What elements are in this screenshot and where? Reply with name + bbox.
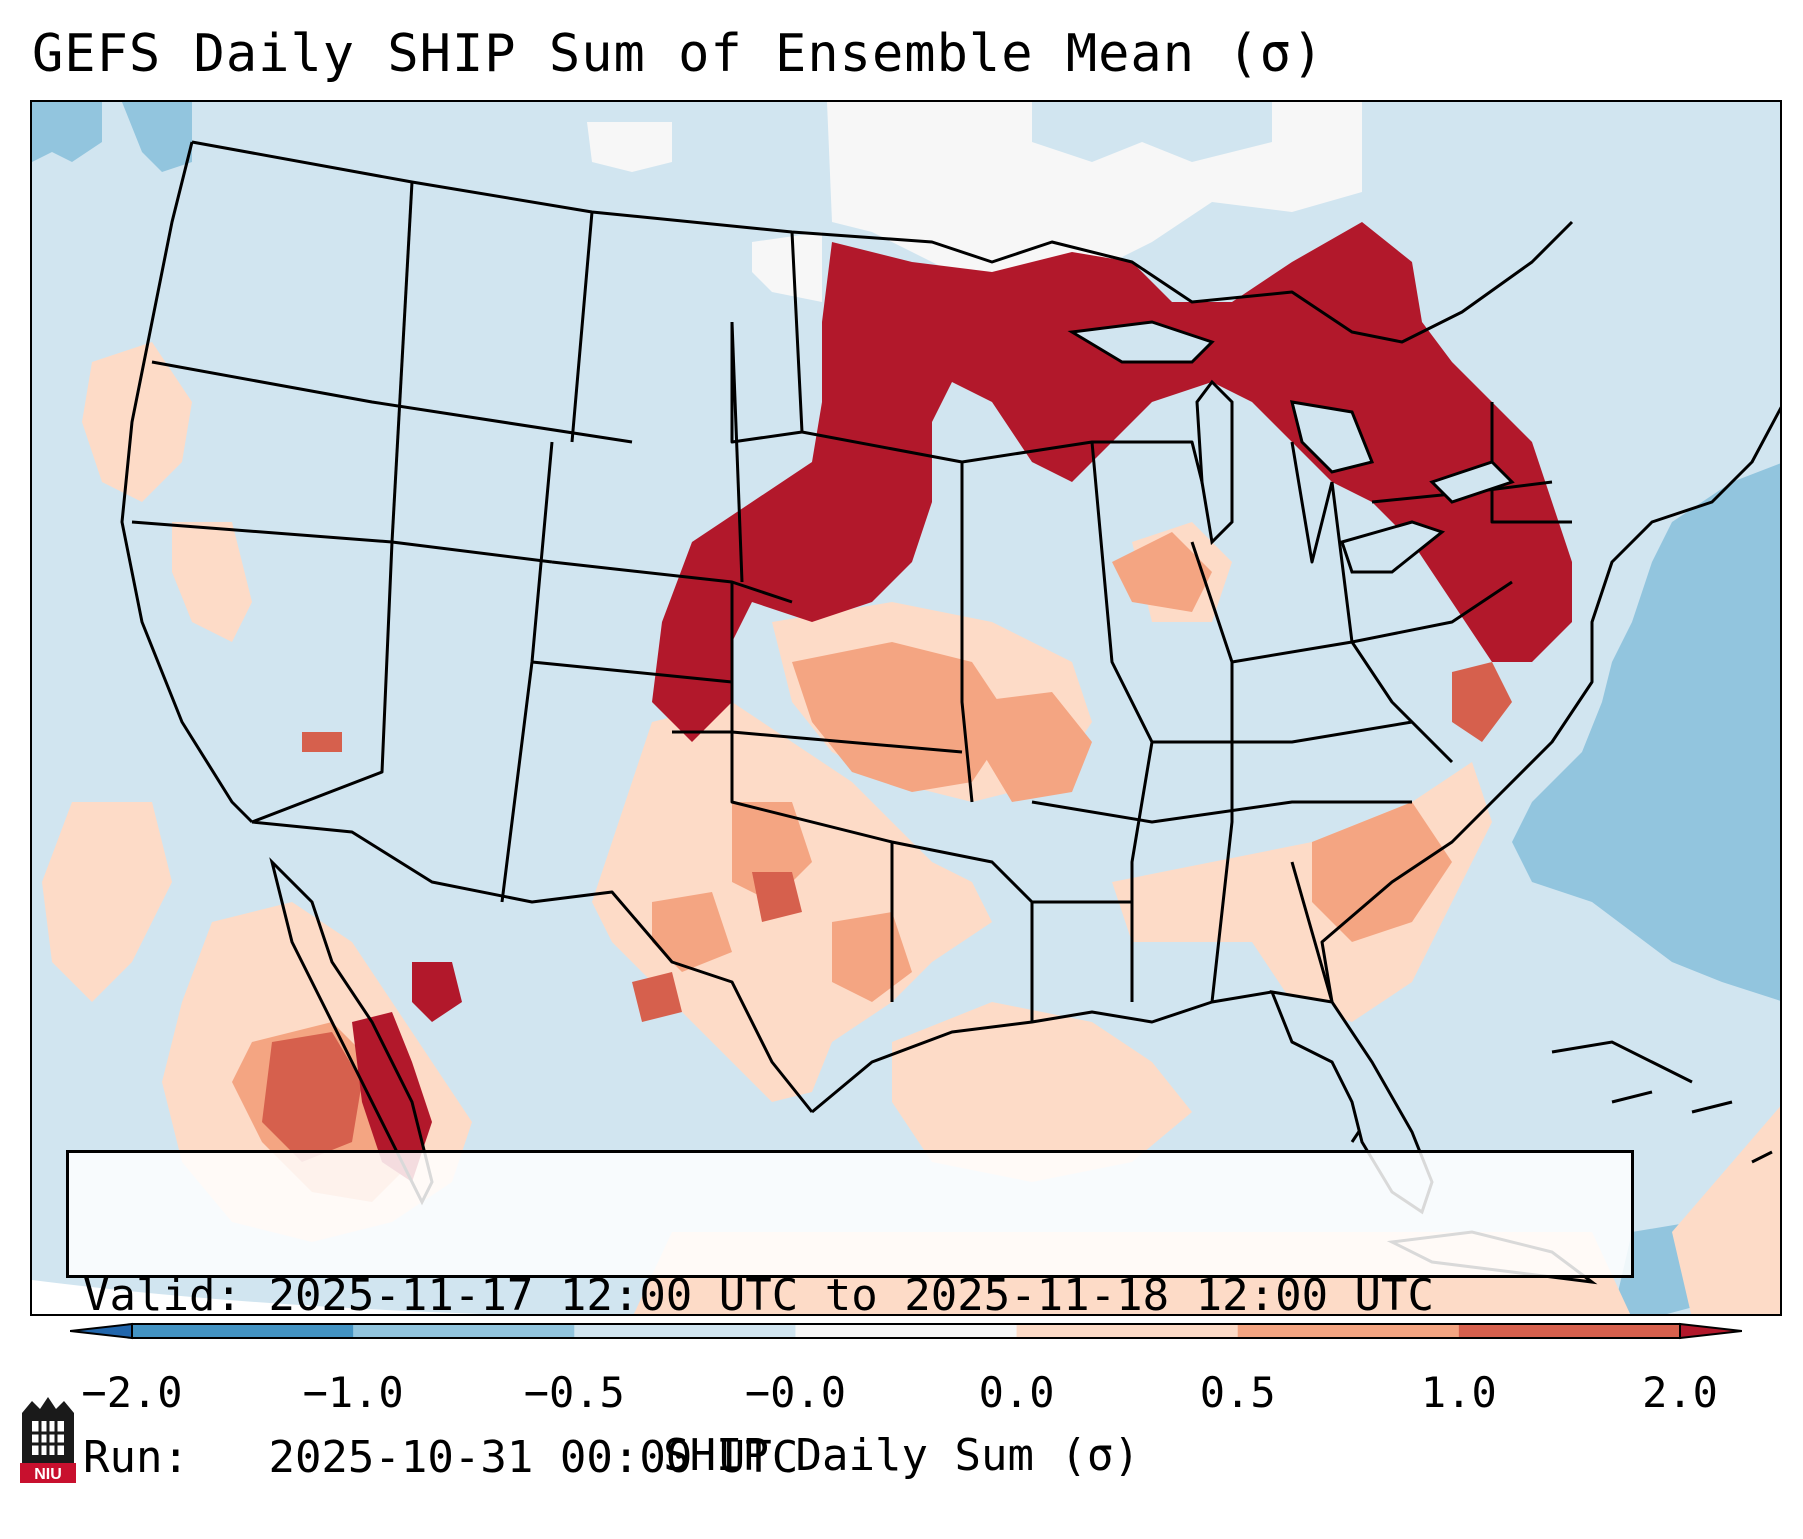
lake-erie — [1340, 520, 1446, 574]
colorbar-bin — [1458, 1324, 1681, 1338]
colorbar-bin — [132, 1324, 354, 1338]
run-label: Run: — [83, 1432, 189, 1483]
lake-michigan — [1195, 379, 1234, 546]
valid-label: Valid: — [83, 1270, 242, 1321]
colorbar-bin — [1237, 1324, 1460, 1338]
colorbar-tick-label: 0.0 — [978, 1368, 1055, 1417]
caribbean-islands — [1551, 1040, 1773, 1164]
lake-ontario — [1429, 460, 1515, 504]
colorbar-tick-label: 1.0 — [1420, 1368, 1497, 1417]
colorbar-outline — [131, 1323, 1681, 1339]
valid-value: 2025-11-17 12:00 UTC to 2025-11-18 12:00… — [268, 1270, 1435, 1321]
extreme-above-normal-regions — [352, 222, 1572, 1182]
west-coast — [120, 141, 254, 824]
colorbar-tick-label: −1.0 — [302, 1368, 404, 1417]
east-coast — [1320, 406, 1780, 1063]
great-lakes — [1067, 320, 1515, 574]
run-value: 2025-10-31 00:00 UTC — [268, 1432, 799, 1483]
projection-edge — [32, 1280, 484, 1314]
lake-superior — [1067, 320, 1215, 364]
colorbar-over-extension — [1679, 1322, 1742, 1340]
logo-text: NIU — [34, 1466, 62, 1483]
colorbar-bin — [574, 1324, 796, 1338]
colorbar — [70, 1322, 1742, 1340]
colorbar-tick-label: −2.0 — [81, 1368, 183, 1417]
colorbar-under-extension — [70, 1322, 133, 1340]
valid-run-info-box: Valid: 2025-11-17 12:00 UTC to 2025-11-1… — [66, 1150, 1634, 1483]
map-panel — [30, 100, 1782, 1316]
near-normal-patches — [587, 102, 1362, 302]
canada-border — [191, 140, 1574, 344]
colorbar-bin — [795, 1324, 1018, 1338]
high-above-normal-regions — [262, 662, 1512, 1162]
map-canvas — [32, 102, 1780, 1314]
mexico-border — [251, 820, 814, 1113]
colorbar-tick-label: 2.0 — [1642, 1368, 1718, 1417]
colorbar-tick-label: 0.5 — [1199, 1368, 1276, 1417]
colorbar-label: SHIP Daily Sum (σ) — [663, 1430, 1140, 1481]
colorbar-tick-label: −0.5 — [523, 1368, 625, 1417]
colorbar-tick-label: −0.0 — [744, 1368, 846, 1417]
lake-huron — [1289, 400, 1375, 474]
colorbar-bin — [1016, 1324, 1239, 1338]
valid-line: Valid: 2025-11-17 12:00 UTC to 2025-11-1… — [83, 1269, 1617, 1323]
map-title: GEFS Daily SHIP Sum of Ensemble Mean (σ) — [32, 24, 1325, 84]
colorbar-bin — [353, 1324, 575, 1338]
niu-tower-logo-icon: NIU — [20, 1397, 76, 1483]
political-boundaries — [120, 140, 1780, 1143]
run-line: Run: 2025-10-31 00:00 UTC — [83, 1431, 1617, 1485]
